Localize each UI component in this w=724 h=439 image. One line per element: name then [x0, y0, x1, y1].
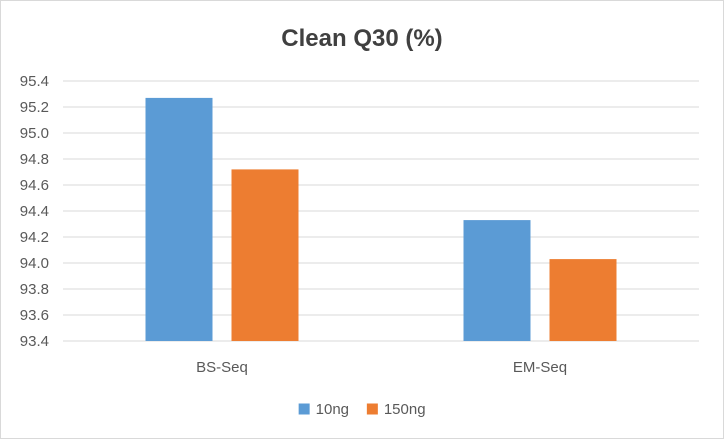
bar-em-seq-10ng [463, 220, 531, 341]
y-tick-label: 94.0 [20, 255, 49, 272]
y-tick-label: 94.4 [20, 203, 49, 220]
y-tick-label: 93.8 [20, 281, 49, 298]
y-axis-tick-labels: 93.4 93.6 93.8 94.0 94.2 94.4 94.6 94.8 95.0 95.2… [20, 73, 49, 350]
legend-swatch-10ng [298, 403, 310, 415]
x-category-label: EM-Seq [513, 359, 567, 376]
legend-label: 10ng [316, 401, 349, 418]
x-category-label: BS-Seq [196, 359, 248, 376]
y-tick-label: 95.4 [20, 73, 49, 90]
bar-em-seq-150ng [549, 259, 617, 341]
legend-swatch-150ng [366, 403, 378, 415]
y-tick-label: 94.6 [20, 177, 49, 194]
y-tick-label: 94.8 [20, 151, 49, 168]
x-axis-category-labels: BS-Seq EM-Seq [196, 359, 567, 376]
bar-bs-seq-10ng [145, 97, 213, 342]
legend-label: 150ng [384, 401, 426, 418]
y-tick-label: 94.2 [20, 229, 49, 246]
y-tick-label: 93.4 [20, 333, 49, 350]
bar-bs-seq-150ng [231, 169, 299, 341]
bars [145, 97, 617, 342]
y-tick-label: 93.6 [20, 307, 49, 324]
y-tick-label: 95.2 [20, 99, 49, 116]
legend: 10ng 150ng [298, 401, 426, 418]
y-tick-label: 95.0 [20, 125, 49, 142]
chart-title: Clean Q30 (%) [281, 25, 442, 52]
